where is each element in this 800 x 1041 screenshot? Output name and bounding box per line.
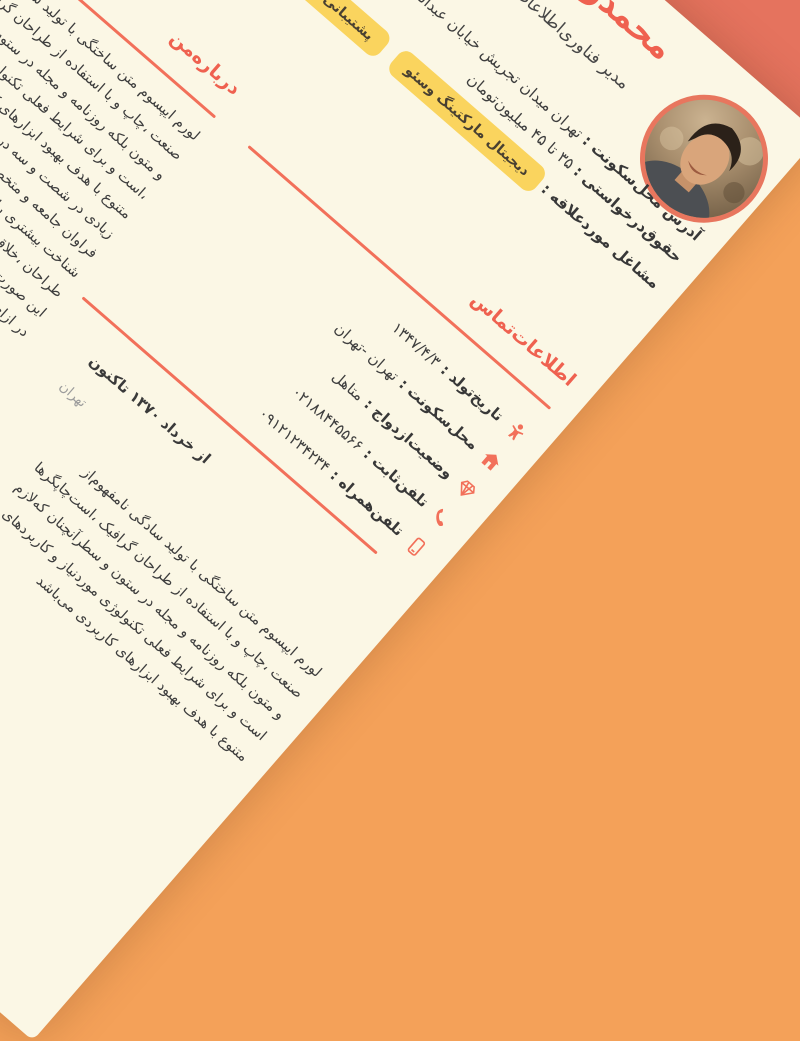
person-icon bbox=[502, 417, 532, 447]
contact-section-title: اطلاعات‌تماس bbox=[466, 288, 581, 391]
contact-list: تاریخ‌تولد : ۱۳۴۷/۴/۳ محل‌سکونت : تهران … bbox=[88, 142, 537, 568]
phone-icon bbox=[427, 503, 457, 533]
home-icon bbox=[477, 445, 507, 475]
job-tag-badge: پشتیبانی / شبکه / DevOps bbox=[207, 0, 394, 60]
landline-row: تلفن‌ثابت : ۰۲۱۸۸۴۴۵۵۶۶ bbox=[113, 228, 462, 539]
marital-status-row: وضعیت‌ازدواج : متاهل bbox=[138, 199, 487, 510]
birthdate-row: تاریخ‌تولد : ۱۳۴۷/۴/۳ bbox=[187, 142, 536, 453]
diamond-icon bbox=[452, 474, 482, 504]
experience-city: تهران bbox=[55, 378, 90, 411]
residence-row: محل‌سکونت : تهران -تهران bbox=[162, 171, 511, 482]
mobile-icon bbox=[402, 532, 432, 562]
about-section-title: درباره‌من bbox=[165, 26, 246, 100]
